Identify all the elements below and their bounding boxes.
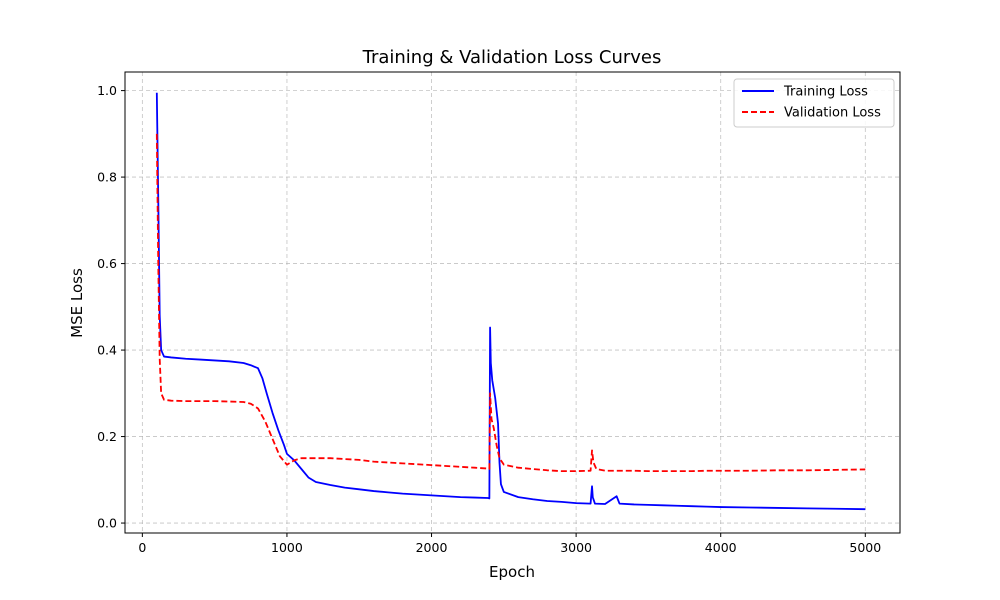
y-tick-label: 0.2	[97, 429, 117, 444]
x-tick-label: 5000	[849, 540, 881, 555]
x-tick-label: 0	[138, 540, 146, 555]
x-axis-label: Epoch	[489, 563, 535, 581]
grid	[125, 72, 900, 533]
validation-loss-line	[155, 133, 866, 473]
plot-frame	[124, 71, 901, 534]
legend: Training Loss Validation Loss	[733, 78, 895, 128]
x-tick-label: 3000	[560, 540, 592, 555]
training-loss-line	[155, 92, 866, 511]
y-tick-label: 0.4	[97, 343, 117, 358]
y-tick-label: 0.0	[97, 516, 117, 531]
y-tick-label: 0.8	[97, 170, 117, 185]
chart-title: Training & Validation Loss Curves	[362, 47, 662, 68]
y-tick-label: 0.6	[97, 256, 117, 271]
legend-label-training: Training Loss	[783, 85, 868, 100]
legend-label-validation: Validation Loss	[784, 106, 881, 121]
series-layer	[155, 92, 866, 511]
x-tick-label: 2000	[416, 540, 448, 555]
x-tick-label: 4000	[705, 540, 737, 555]
y-axis-label: MSE Loss	[68, 268, 86, 338]
ticks: 0 1000 2000 3000 4000 5000 0.0 0.2 0.4 0.6 0.8 1.0	[97, 83, 881, 555]
x-tick-label: 1000	[271, 540, 303, 555]
y-tick-label: 1.0	[97, 83, 117, 98]
